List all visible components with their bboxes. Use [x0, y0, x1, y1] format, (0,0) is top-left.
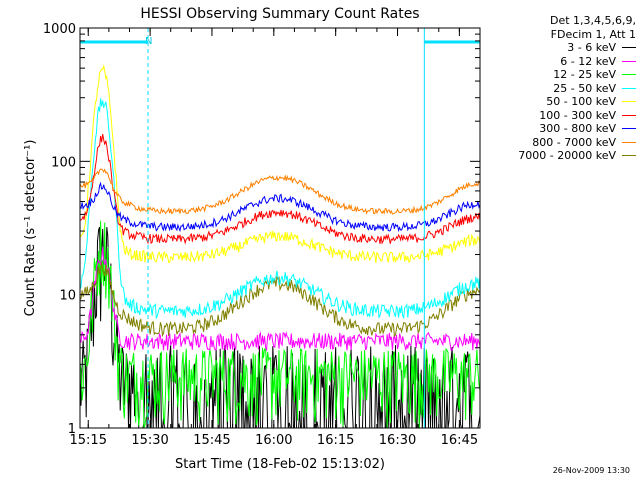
- legend-entry-label: 300 - 800 keV: [539, 122, 616, 135]
- legend-entry-label: 800 - 7000 keV: [532, 135, 616, 149]
- x-tick-label: 16:15: [317, 433, 354, 448]
- x-tick-label: 16:45: [441, 433, 478, 448]
- legend-swatch: [622, 87, 636, 89]
- x-tick-label: 15:45: [193, 433, 230, 448]
- x-axis-label: Start Time (18-Feb-02 15:13:02): [175, 457, 385, 472]
- legend-swatch: [622, 141, 636, 143]
- legend-entry-label: 6 - 12 keV: [560, 54, 616, 68]
- series-line-800-7000-kev: [79, 168, 481, 215]
- y-tick-label: 100: [51, 155, 76, 170]
- series-line-25-50-kev: [79, 98, 481, 320]
- x-tick-label: 16:00: [255, 433, 292, 448]
- legend: Det 1,3,4,5,6,9, FDecim 1, Att 1 3 - 6 k…: [476, 14, 636, 163]
- legend-header-decimation: FDecim 1, Att 1: [550, 27, 636, 41]
- legend-entry-label: 12 - 25 keV: [553, 68, 616, 81]
- series-line-6-12-kev: [79, 246, 481, 352]
- legend-entry: 7000 - 20000 keV: [476, 149, 636, 163]
- legend-swatch: [622, 155, 636, 157]
- legend-swatch: [622, 47, 636, 49]
- legend-swatch: [622, 60, 636, 62]
- footer-timestamp: 26-Nov-2009 13:30: [552, 466, 630, 475]
- legend-entry-label: 3 - 6 keV: [567, 41, 616, 54]
- series-line-100-300-kev: [80, 134, 481, 245]
- x-tick-label: 16:30: [379, 433, 416, 448]
- x-tick-label: 15:30: [131, 433, 168, 448]
- legend-swatch: [622, 114, 636, 116]
- y-axis-label: Count Rate (s⁻¹ detector⁻¹): [23, 140, 38, 317]
- legend-entry: 6 - 12 keV: [476, 55, 636, 69]
- plot-frame: [79, 27, 481, 429]
- chart-title: HESSI Observing Summary Count Rates: [140, 6, 419, 22]
- series-line-50-100-kev: [79, 64, 481, 263]
- series-line-300-800-kev: [79, 181, 481, 233]
- x-tick-label: 15:15: [70, 433, 107, 448]
- night-label: N: [145, 36, 152, 47]
- legend-entry: 300 - 800 keV: [476, 122, 636, 136]
- legend-rows: 3 - 6 keV 6 - 12 keV 12 - 25 keV 25 - 50 ke…: [476, 41, 636, 163]
- axis-layer: 15:15 15:30 15:45 16:00 16:15 16:30 16:45 1 10 10…: [43, 22, 481, 448]
- legend-entry-label: 50 - 100 keV: [546, 95, 616, 108]
- series-layer: [79, 64, 481, 429]
- annotation-layer: N: [80, 28, 480, 428]
- y-tick-label: 1: [68, 422, 76, 437]
- legend-swatch: [622, 128, 636, 130]
- y-tick-label: 1000: [43, 22, 76, 37]
- legend-entry: 25 - 50 keV: [476, 82, 636, 96]
- series-line-7000-20000-kev: [79, 262, 481, 338]
- legend-entry: 100 - 300 keV: [476, 109, 636, 123]
- legend-entry-label: 25 - 50 keV: [553, 81, 616, 95]
- legend-header-detectors: Det 1,3,4,5,6,9,: [549, 14, 636, 27]
- legend-entry: 3 - 6 keV: [476, 41, 636, 55]
- series-line-12-25-kev: [79, 220, 481, 429]
- legend-entry: 12 - 25 keV: [476, 68, 636, 82]
- y-tick-label: 10: [59, 289, 76, 304]
- legend-swatch: [622, 74, 636, 76]
- legend-entry-label: 100 - 300 keV: [539, 108, 616, 122]
- legend-entry: 50 - 100 keV: [476, 95, 636, 109]
- legend-entry-label: 7000 - 20000 keV: [518, 149, 616, 162]
- legend-entry: 800 - 7000 keV: [476, 136, 636, 150]
- legend-swatch: [622, 101, 636, 103]
